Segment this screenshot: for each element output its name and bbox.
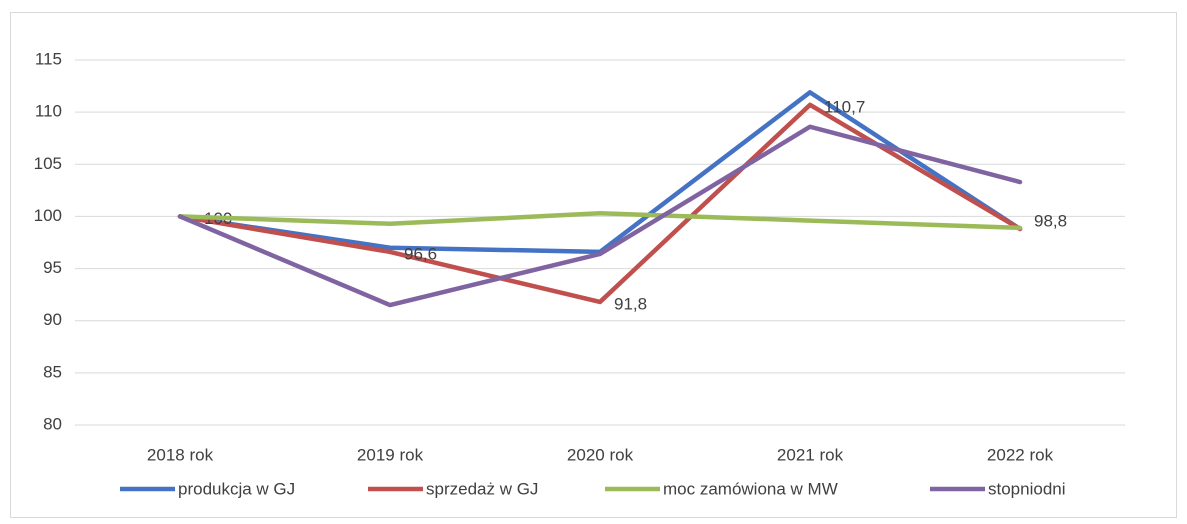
legend-label: produkcja w GJ xyxy=(178,479,295,498)
y-tick-label: 110 xyxy=(35,102,62,121)
series-line xyxy=(177,211,1023,231)
x-tick-label: 2018 rok xyxy=(147,445,214,464)
legend-label: stopniodni xyxy=(988,479,1066,498)
x-tick-label: 2019 rok xyxy=(357,445,424,464)
chart-border xyxy=(10,12,1177,518)
x-tick-label: 2022 rok xyxy=(987,445,1054,464)
x-tick-label: 2020 rok xyxy=(567,445,634,464)
y-tick-label: 100 xyxy=(34,206,62,225)
series-line xyxy=(177,124,1023,308)
legend-label: sprzedaż w GJ xyxy=(426,479,538,498)
legend-label: moc zamówiona w MW xyxy=(663,479,838,498)
data-label: 91,8 xyxy=(614,294,647,313)
data-label: 96,6 xyxy=(404,244,437,263)
data-label: 98,8 xyxy=(1034,211,1067,230)
y-tick-label: 80 xyxy=(43,414,62,433)
y-tick-label: 95 xyxy=(43,258,62,277)
x-tick-label: 2021 rok xyxy=(777,445,844,464)
y-tick-label: 90 xyxy=(43,310,62,329)
y-tick-label: 115 xyxy=(35,49,62,68)
y-tick-label: 85 xyxy=(43,362,62,381)
y-tick-label: 105 xyxy=(34,154,62,173)
data-label: 110,7 xyxy=(824,97,865,116)
